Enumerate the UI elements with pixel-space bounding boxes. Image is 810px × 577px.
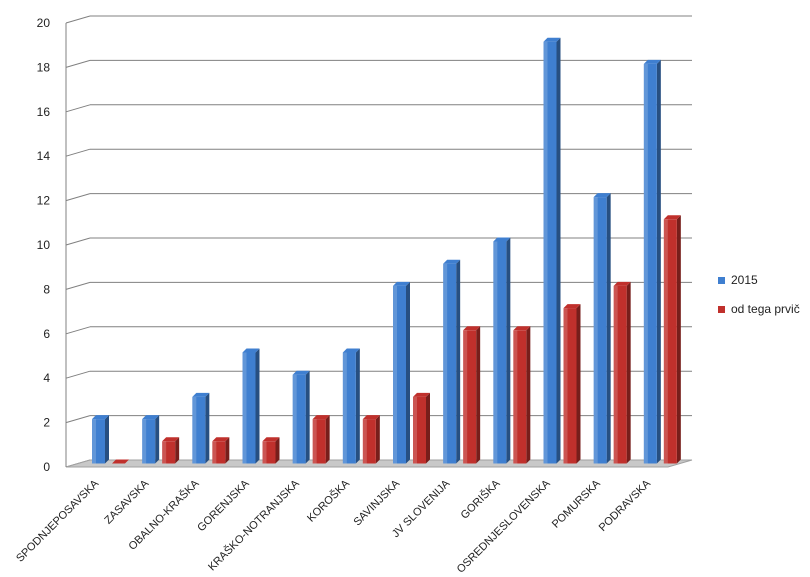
legend-label-2015: 2015: [731, 273, 758, 287]
y-tick-label: 4: [43, 371, 50, 385]
gridline-diagonal: [65, 104, 91, 113]
bar-od-tega-prvic: [262, 437, 280, 464]
bar-2015: [493, 237, 511, 464]
gridline-diagonal: [65, 237, 91, 246]
y-tick-label: 10: [37, 238, 51, 252]
bar-od-tega-prvic: [362, 415, 380, 464]
y-tick-label: 2: [43, 416, 50, 430]
legend-label-od-tega-prvic: od tega prvič: [731, 302, 800, 316]
x-category-label: GORIŠKA: [458, 476, 503, 521]
gridline-diagonal: [65, 148, 91, 157]
bar-2015: [92, 415, 109, 464]
y-tick-label: 12: [37, 194, 51, 208]
bar-od-tega-prvic: [112, 459, 129, 464]
bar-2015: [443, 259, 461, 464]
bar-od-tega-prvic: [563, 304, 581, 464]
bar-2015: [393, 281, 410, 464]
gridline-diagonal: [65, 370, 91, 379]
gridline-diagonal: [65, 326, 91, 335]
gridline-diagonal: [65, 15, 91, 24]
y-tick-labels: 0 2 4 6 8 10 12 14 16 18 20: [37, 16, 51, 474]
bar-2015: [643, 59, 661, 464]
y-tick-label: 20: [37, 16, 51, 30]
bars: [92, 37, 681, 464]
x-category-label: SPODNJEPOSAVSKA: [14, 477, 101, 564]
x-category-label: ZASAVSKA: [102, 477, 151, 526]
y-tick-label: 6: [43, 327, 50, 341]
gridline-diagonal: [65, 415, 91, 424]
bar-od-tega-prvic: [162, 437, 180, 464]
bar-od-tega-prvic: [663, 215, 681, 464]
legend: 2015 od tega prvič: [718, 272, 800, 330]
y-tick-label: 16: [37, 105, 51, 119]
bar-2015: [342, 348, 360, 464]
x-category-label: POMURSKA: [550, 477, 603, 530]
x-category-label: OSREDNJESLOVENSKA: [455, 477, 553, 575]
gridlines: [65, 15, 692, 468]
bar-2015: [142, 415, 160, 464]
bar-2015: [543, 37, 561, 464]
x-category-labels: SPODNJEPOSAVSKA ZASAVSKAOBALNO-KRAŠKAGORE…: [14, 476, 653, 575]
bar-2015: [593, 193, 611, 464]
y-tick-label: 18: [37, 60, 51, 74]
gridline-diagonal: [65, 59, 91, 68]
y-tick-label: 8: [43, 282, 50, 296]
x-category-label: KRAŠKO-NOTRANJSKA: [205, 476, 302, 573]
x-category-label: KOROŠKA: [304, 476, 352, 524]
y-tick-label: 14: [37, 149, 51, 163]
bar-2015: [292, 370, 310, 464]
x-category-label: SAVINJSKA: [351, 477, 402, 528]
legend-item-od-tega-prvic: od tega prvič: [718, 301, 800, 317]
bar-od-tega-prvic: [613, 281, 631, 464]
bar-2015: [192, 392, 210, 464]
bar-2015: [242, 348, 260, 464]
gridline-diagonal: [65, 193, 91, 202]
legend-swatch-od-tega-prvic: [718, 305, 725, 313]
legend-item-2015: 2015: [718, 272, 800, 288]
x-category-label: GORENJSKA: [195, 477, 252, 534]
y-tick-label: 0: [43, 460, 50, 474]
bar-od-tega-prvic: [513, 326, 531, 464]
legend-swatch-2015: [718, 276, 725, 284]
bar-od-tega-prvic: [463, 326, 481, 464]
x-category-label: PODRAVSKA: [597, 477, 654, 534]
bar-od-tega-prvic: [212, 437, 230, 464]
gridline-diagonal: [65, 281, 91, 290]
bar-od-tega-prvic: [312, 415, 330, 464]
bar-od-tega-prvic: [413, 392, 430, 464]
